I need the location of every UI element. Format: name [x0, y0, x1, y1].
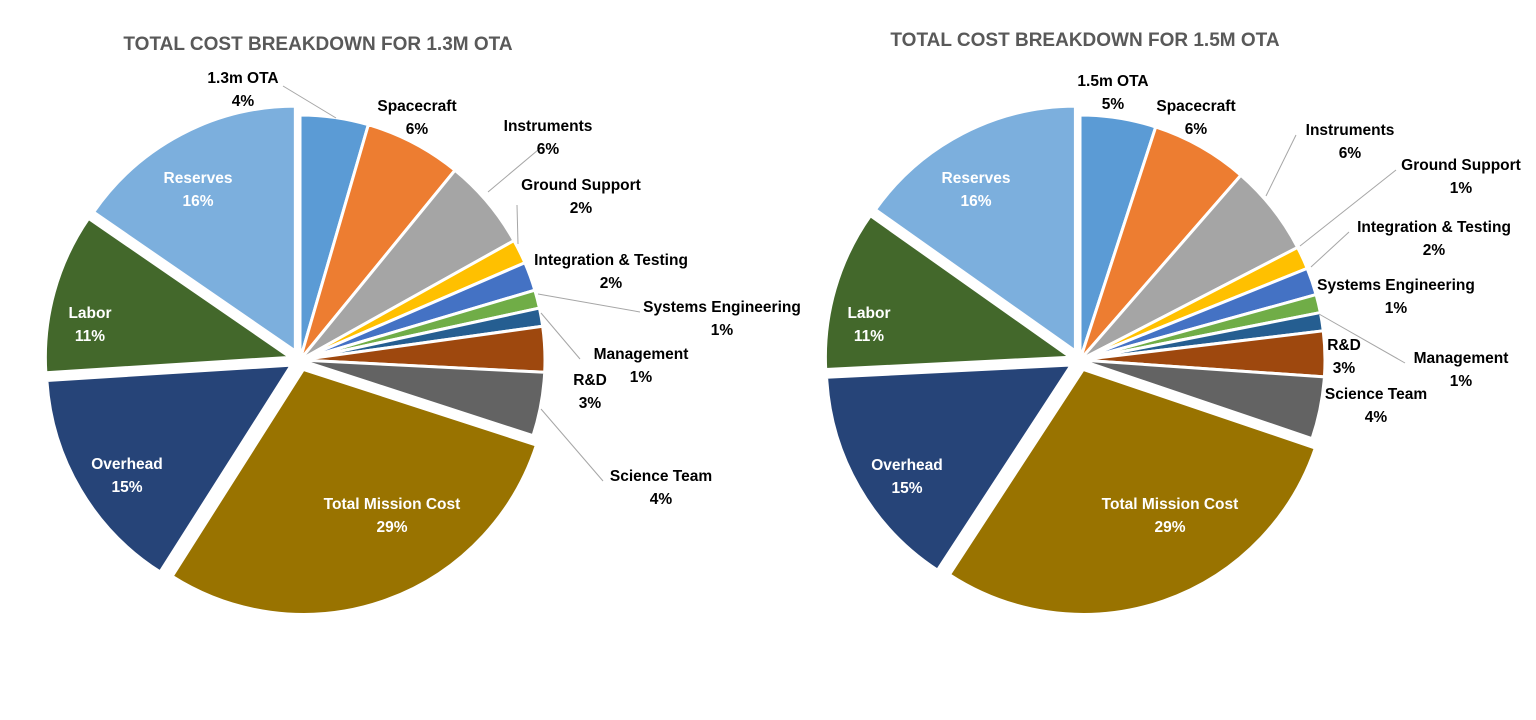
pie-slice-labor — [823, 214, 1072, 372]
pie-slice-science-team — [298, 358, 547, 438]
leader-line-ground-support — [1299, 169, 1397, 247]
leader-line-management — [1318, 313, 1406, 364]
data-label-overhead: Overhead 15% — [871, 457, 943, 497]
data-label-1-3m-ota: 1.3m OTA 4% — [207, 70, 278, 110]
data-label-instruments: Instruments 6% — [504, 118, 593, 158]
data-label-reserves: Reserves 16% — [942, 170, 1011, 210]
data-label-randd: R&D 3% — [1327, 337, 1361, 377]
pie-slice-reserves — [92, 104, 297, 353]
data-label-labor: Labor 11% — [847, 305, 890, 345]
leader-line-integration-and-testing — [1310, 231, 1350, 268]
data-label-systems-engineering: Systems Engineering 1% — [1317, 277, 1475, 317]
data-label-spacecraft: Spacecraft 6% — [1156, 98, 1235, 138]
data-label-randd: R&D 3% — [573, 372, 607, 412]
data-label-ground-support: Ground Support 2% — [521, 177, 641, 217]
leader-line-systems-engineering — [537, 293, 641, 313]
pie-chart-1: TOTAL COST BREAKDOWN FOR 1.3M OTA 1.3m OT… — [43, 34, 801, 616]
chart-title: TOTAL COST BREAKDOWN FOR 1.5M OTA — [890, 30, 1279, 51]
data-label-total-mission-cost: Total Mission Cost 29% — [324, 496, 461, 536]
pie-slice-overhead — [825, 363, 1073, 572]
data-label-science-team: Science Team 4% — [610, 468, 712, 508]
data-label-total-mission-cost: Total Mission Cost 29% — [1102, 496, 1239, 536]
pie-slice-total-mission-cost — [170, 367, 538, 616]
chart-title: TOTAL COST BREAKDOWN FOR 1.3M OTA — [123, 34, 512, 55]
data-label-science-team: Science Team 4% — [1325, 386, 1427, 426]
pie-slice-total-mission-cost — [947, 367, 1317, 616]
pie-slice-science-team — [1078, 358, 1326, 441]
data-label-integration-and-testing: Integration & Testing 2% — [534, 252, 688, 292]
pie-slice-overhead — [45, 363, 293, 574]
data-label-instruments: Instruments 6% — [1306, 122, 1395, 162]
data-label-reserves: Reserves 16% — [164, 170, 233, 210]
pie-chart-2: TOTAL COST BREAKDOWN FOR 1.5M OTA 1.5m OT… — [823, 30, 1521, 616]
pie-slice-reserves — [873, 104, 1077, 353]
data-label-integration-and-testing: Integration & Testing 2% — [1357, 219, 1511, 259]
leader-line-1-3m-ota — [282, 85, 337, 119]
leader-line-management — [540, 312, 581, 360]
data-label-spacecraft: Spacecraft 6% — [377, 98, 456, 138]
leader-line-ground-support — [516, 204, 519, 245]
data-label-ground-support: Ground Support 1% — [1401, 157, 1521, 197]
data-label-systems-engineering: Systems Engineering 1% — [643, 299, 801, 339]
leader-line-instruments — [487, 149, 539, 193]
leader-line-instruments — [1265, 134, 1297, 197]
data-label-management: Management 1% — [1414, 350, 1509, 390]
data-label-management: Management 1% — [594, 346, 689, 386]
leader-line-science-team — [540, 408, 604, 482]
pie-slice-labor — [43, 216, 292, 375]
data-label-1-5m-ota: 1.5m OTA 5% — [1077, 73, 1148, 113]
data-label-labor: Labor 11% — [68, 305, 111, 345]
data-label-overhead: Overhead 15% — [91, 456, 163, 496]
